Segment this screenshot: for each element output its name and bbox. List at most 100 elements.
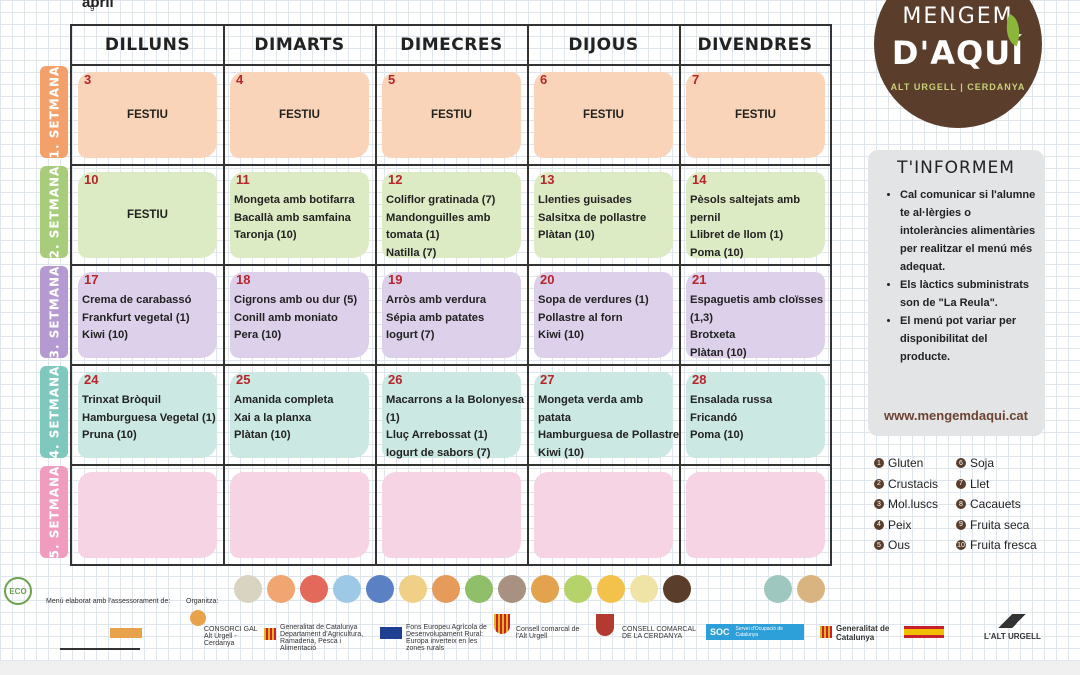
allergen-number-icon: 2 bbox=[874, 478, 884, 489]
day-header-thursday: DIJOUS bbox=[568, 35, 639, 55]
menu-items: Trinxat Bròquil Hamburguesa Vegetal (1) Pr… bbox=[82, 392, 217, 445]
day-cell: 20 Sopa de verdures (1) Pollastre al forn K… bbox=[528, 266, 679, 364]
week-label: 3. SETMANA bbox=[47, 265, 62, 359]
cell-background bbox=[230, 272, 369, 358]
info-title: T'INFORMEM bbox=[897, 158, 1015, 178]
cerdanya-shield-icon bbox=[596, 614, 614, 636]
menu-line: Brotxeta bbox=[690, 329, 736, 341]
cell-background bbox=[78, 272, 217, 358]
day-number: 14 bbox=[692, 172, 707, 187]
menu-line: Pèsols saltejats amb bbox=[690, 194, 801, 206]
menu-line: Poma (10) bbox=[690, 429, 744, 441]
menu-line: (1,3) bbox=[690, 311, 714, 324]
allergen-item: 10 Fruita fresca bbox=[956, 538, 1037, 552]
menu-line: Kiwi (10) bbox=[538, 329, 585, 341]
day-cell: 12 Coliflor gratinada (7) Mandonguilles am… bbox=[376, 166, 527, 264]
day-number: 18 bbox=[236, 272, 251, 287]
menu-items: Crema de carabassó Frankfurt vegetal (1) K… bbox=[82, 292, 217, 345]
menu-line: Hamburguesa de Pollastre bbox=[538, 429, 680, 441]
day-number: 10 bbox=[84, 172, 99, 187]
menu-line: Sopa de verdures (1) bbox=[538, 294, 649, 306]
menu-line: Coliflor gratinada (7) bbox=[386, 194, 496, 206]
grid-divider bbox=[72, 164, 830, 166]
allergen-number-icon: 8 bbox=[956, 499, 966, 509]
cell-background bbox=[686, 472, 825, 558]
menu-line: Iogurt de sabors (7) bbox=[386, 446, 491, 459]
day-number: 17 bbox=[84, 272, 99, 287]
consorci-label: CONSORCI GAL Alt Urgell - Cerdanya bbox=[204, 626, 258, 647]
grid-divider bbox=[223, 26, 225, 564]
menu-line: (1) bbox=[386, 411, 400, 424]
logo-line-1: MENGEM bbox=[902, 4, 1014, 29]
menu-items: Cigrons amb ou dur (5) Conill amb moniato… bbox=[234, 292, 369, 345]
info-item: Els làctics subministrats son de "La Reu… bbox=[900, 276, 1040, 312]
grid-divider bbox=[679, 26, 681, 564]
day-cell bbox=[72, 466, 223, 564]
food-category-icon bbox=[498, 575, 526, 603]
grid-divider bbox=[527, 26, 529, 564]
day-cell: 14 Pèsols saltejats amb pernil Llibret de l… bbox=[680, 166, 831, 264]
day-cell: 13 Llenties guisades Salsitxa de pollastre… bbox=[528, 166, 679, 264]
day-number: 19 bbox=[388, 272, 403, 287]
catalonia-flag-icon-2 bbox=[820, 626, 832, 638]
grid-divider bbox=[72, 364, 830, 366]
menu-line: Lluç Arrebossat (1) bbox=[386, 429, 488, 441]
food-category-icon bbox=[333, 575, 361, 603]
signature-logo bbox=[60, 612, 140, 650]
menu-line: Crema de carabassó bbox=[82, 294, 192, 306]
advisory-label: Menú elaborat amb l'assessorament de: bbox=[46, 598, 171, 605]
week-tab: 3. SETMANA bbox=[40, 266, 68, 358]
menu-line: Plàtan (10) bbox=[538, 229, 595, 241]
menu-line: tomata (1) bbox=[386, 229, 440, 241]
week-tab: 5. SETMANA bbox=[40, 466, 68, 558]
food-category-icon bbox=[597, 575, 625, 603]
cell-background bbox=[230, 172, 369, 258]
day-header-tuesday: DIMARTS bbox=[254, 35, 345, 55]
day-cell: 7 FESTIU bbox=[680, 66, 831, 164]
allergen-item: 2 Crustacis bbox=[874, 477, 938, 491]
allergen-number-icon: 10 bbox=[956, 540, 966, 550]
cell-background bbox=[230, 472, 369, 558]
cell-background bbox=[382, 72, 521, 158]
allergen-number-icon: 9 bbox=[956, 519, 966, 530]
food-category-icon bbox=[399, 575, 427, 603]
menu-line: Salsitxa de pollastre bbox=[538, 211, 647, 224]
month-header: abril 9 bbox=[82, 0, 114, 13]
menu-items: Mongeta verda amb patata Hamburguesa de Po… bbox=[538, 392, 680, 462]
logo-line-2: D'AQUÍ bbox=[891, 34, 1025, 72]
organitza-label: Organitza: bbox=[186, 598, 219, 605]
day-number: 4 bbox=[236, 72, 244, 87]
day-header-friday: DIVENDRES bbox=[697, 35, 813, 55]
cell-background bbox=[230, 72, 369, 158]
day-number: 21 bbox=[692, 272, 707, 287]
day-cell: 25 Amanida completa Xai a la planxa Plàtan … bbox=[224, 366, 375, 464]
alt-urgell-mountain-icon bbox=[984, 614, 1040, 628]
day-number: 26 bbox=[388, 372, 403, 387]
cell-background bbox=[230, 372, 369, 458]
day-number: 24 bbox=[84, 372, 99, 387]
alt-urgell-label: L'ALT URGELL bbox=[984, 632, 1041, 641]
menu-items: Ensalada russa Fricandó Poma (10) bbox=[690, 392, 825, 445]
allergen-number-icon: 3 bbox=[874, 499, 884, 509]
cell-background bbox=[382, 372, 521, 458]
cell-background bbox=[686, 72, 825, 158]
allergen-label: Peix bbox=[888, 517, 912, 532]
food-category-icon bbox=[366, 575, 394, 603]
day-header-wednesday: DIMECRES bbox=[400, 35, 503, 55]
catalonia-flag-icon bbox=[264, 628, 276, 640]
cell-background bbox=[382, 172, 521, 258]
allergen-item: 7 Llet bbox=[956, 477, 989, 491]
cell-background bbox=[534, 72, 673, 158]
allergen-item: 9 Fruita seca bbox=[956, 518, 1029, 532]
menu-line: Pera (10) bbox=[234, 329, 282, 341]
menu-line: Ensalada russa bbox=[690, 394, 773, 406]
cell-background bbox=[78, 72, 217, 158]
week-label: 2. SETMANA bbox=[47, 165, 62, 259]
cell-background bbox=[78, 472, 217, 558]
allergen-label: Ous bbox=[888, 538, 911, 552]
day-number: 27 bbox=[540, 372, 555, 387]
week-tab: 2. SETMANA bbox=[40, 166, 68, 258]
day-number: 5 bbox=[388, 72, 396, 87]
website-link[interactable]: www.mengemdaqui.cat bbox=[884, 408, 1028, 423]
day-cell: 3 FESTIU bbox=[72, 66, 223, 164]
